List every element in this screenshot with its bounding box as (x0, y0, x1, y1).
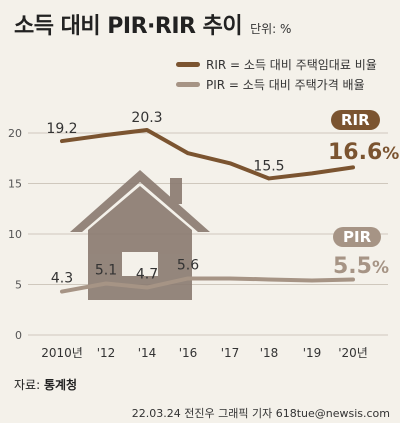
y-tick-label-10: 10 (8, 228, 22, 241)
unit-label: 단위: % (250, 22, 292, 36)
data-label-rir-0: 19.2 (46, 121, 77, 137)
rir-final-unit: % (382, 144, 400, 164)
legend-item-pir: PIR = 소득 대비 주택가격 배율 (176, 74, 377, 94)
x-tick-label-7: '20년 (338, 346, 368, 360)
rir-badge: RIR (331, 110, 380, 130)
y-tick-label-5: 5 (15, 279, 22, 292)
x-tick-label-5: '18 (260, 346, 279, 360)
legend-swatch-pir (176, 81, 200, 87)
x-tick-label-4: '17 (221, 346, 240, 360)
data-label-pir-0: 4.3 (51, 271, 73, 287)
title-bar: 소득 대비 PIR·RIR 추이 단위: % (14, 8, 291, 42)
x-tick-label-2: '14 (138, 346, 157, 360)
data-label-rir-5: 15.5 (253, 158, 284, 174)
data-label-rir-2: 20.3 (131, 110, 162, 126)
pir-badge: PIR (333, 227, 382, 247)
rir-final-label: 16.6% (328, 140, 399, 165)
x-tick-label-3: '16 (179, 346, 198, 360)
data-label-pir-2: 4.7 (136, 267, 158, 283)
source-name: 통계청 (43, 378, 78, 392)
rir-final-value: 16.6 (328, 140, 383, 165)
source: 자료: 통계청 (14, 376, 77, 393)
pir-final-label: 5.5% (333, 254, 389, 279)
pir-final-unit: % (371, 258, 390, 278)
chart-title: 소득 대비 PIR·RIR 추이 (14, 14, 243, 39)
credit: 22.03.24 전진우 그래픽 기자 618tue@newsis.com (131, 407, 390, 420)
legend-item-rir: RIR = 소득 대비 주택임대료 비율 (176, 54, 377, 74)
series-line-rir (60, 127, 355, 181)
x-tick-label-1: '12 (97, 346, 116, 360)
legend: RIR = 소득 대비 주택임대료 비율 PIR = 소득 대비 주택가격 배율 (176, 54, 377, 94)
pir-final-value: 5.5 (333, 254, 372, 279)
legend-label-pir: PIR = 소득 대비 주택가격 배율 (206, 77, 365, 92)
series-line-pir (60, 276, 355, 294)
legend-label-rir: RIR = 소득 대비 주택임대료 비율 (206, 57, 377, 72)
y-tick-label-15: 15 (8, 178, 22, 191)
y-tick-label-20: 20 (8, 127, 22, 140)
y-tick-label-0: 0 (15, 329, 22, 342)
data-label-pir-1: 5.1 (95, 262, 117, 278)
x-tick-label-0: 2010년 (41, 346, 83, 360)
data-label-pir-3: 5.6 (177, 257, 199, 273)
source-prefix: 자료: (14, 378, 41, 392)
house-icon (70, 170, 210, 300)
x-tick-label-6: '19 (303, 346, 322, 360)
legend-swatch-rir (176, 61, 200, 67)
